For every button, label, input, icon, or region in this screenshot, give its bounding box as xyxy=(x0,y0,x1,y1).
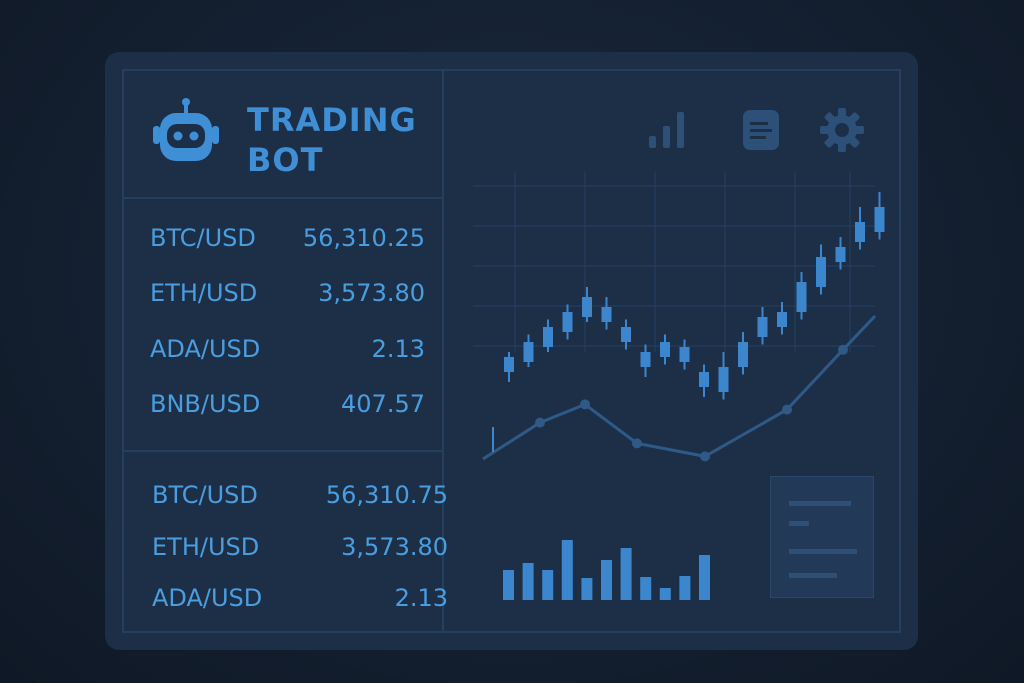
watchlist-row[interactable]: ETH/USD 3,573.80 xyxy=(150,279,425,307)
robot-icon xyxy=(153,98,219,161)
candle-body xyxy=(621,327,631,342)
volume-bar xyxy=(522,563,534,600)
candle-body xyxy=(718,367,729,392)
legend-line xyxy=(789,501,851,506)
volume-bar xyxy=(601,560,612,600)
candle-body xyxy=(796,282,807,312)
watchlist-divider xyxy=(122,450,442,452)
trend-point xyxy=(782,404,792,415)
price-value: 3,573.80 xyxy=(318,279,425,307)
candle-body xyxy=(874,207,885,232)
pair-label: ADA/USD xyxy=(150,335,261,363)
candle-body xyxy=(504,357,514,372)
pair-label: BTC/USD xyxy=(152,481,258,509)
watchlist-row[interactable]: BTC/USD 56,310.75 xyxy=(152,481,448,509)
watchlist-row[interactable]: ETH/USD 3,573.80 xyxy=(152,533,448,561)
candle-body xyxy=(523,342,534,362)
volume-bar xyxy=(659,588,671,600)
bar-chart-icon[interactable] xyxy=(645,108,693,152)
pair-label: ADA/USD xyxy=(152,584,263,612)
pair-label: BNB/USD xyxy=(150,390,261,418)
document-icon[interactable] xyxy=(741,108,781,152)
volume-bar xyxy=(679,576,691,600)
candle-body xyxy=(601,307,612,322)
candle-body xyxy=(835,247,846,262)
trend-point xyxy=(632,438,642,449)
trend-point xyxy=(700,451,710,462)
volume-bar xyxy=(699,555,710,600)
main-panel: TRADING BOT BTC/USD 56,310.25 ETH/USD 3,… xyxy=(105,52,918,650)
candle-body xyxy=(816,257,826,287)
watchlist-row[interactable]: ADA/USD 2.13 xyxy=(152,584,448,612)
app-title: TRADING BOT xyxy=(247,100,447,180)
gear-icon[interactable] xyxy=(818,106,866,154)
trend-line xyxy=(482,314,877,461)
legend-line xyxy=(789,549,857,554)
volume-bar xyxy=(581,578,593,600)
candle-body xyxy=(562,312,573,332)
volume-bar xyxy=(561,540,573,600)
price-value: 407.57 xyxy=(341,390,425,418)
candle-body xyxy=(699,372,709,387)
panel-frame xyxy=(122,69,901,633)
candle-body xyxy=(777,312,787,327)
pair-label: ETH/USD xyxy=(150,279,258,307)
candle-body xyxy=(660,342,670,357)
candle-body xyxy=(543,327,553,347)
price-value: 2.13 xyxy=(394,584,448,612)
candle-body xyxy=(855,222,865,242)
watchlist-row[interactable]: BTC/USD 56,310.25 xyxy=(150,224,425,252)
brand xyxy=(153,96,219,164)
candle-body xyxy=(640,352,651,367)
volume-bar xyxy=(503,570,514,600)
volume-bar xyxy=(640,577,652,600)
pair-label: BTC/USD xyxy=(150,224,256,252)
volume-bar xyxy=(542,570,554,600)
watchlist-row[interactable]: BNB/USD 407.57 xyxy=(150,390,425,418)
candle-body xyxy=(757,317,768,337)
price-value: 56,310.75 xyxy=(325,481,448,509)
trend-point xyxy=(535,417,545,428)
header-divider xyxy=(122,197,442,199)
legend-panel xyxy=(770,476,874,598)
candle-body xyxy=(738,342,748,367)
candle-body xyxy=(582,297,592,317)
price-value: 3,573.80 xyxy=(341,533,448,561)
price-chart[interactable] xyxy=(105,52,918,650)
price-value: 56,310.25 xyxy=(302,224,425,252)
app-title-line2: BOT xyxy=(247,141,324,179)
trend-point xyxy=(580,399,590,410)
pair-label: ETH/USD xyxy=(152,533,260,561)
watchlist-row[interactable]: ADA/USD 2.13 xyxy=(150,335,425,363)
candle-body xyxy=(679,347,690,362)
price-value: 2.13 xyxy=(371,335,425,363)
legend-line xyxy=(789,521,809,526)
trend-point xyxy=(838,344,848,355)
legend-line xyxy=(789,573,837,578)
volume-bar xyxy=(620,548,632,600)
vertical-divider xyxy=(442,69,444,633)
app-title-line1: TRADING xyxy=(247,101,417,139)
